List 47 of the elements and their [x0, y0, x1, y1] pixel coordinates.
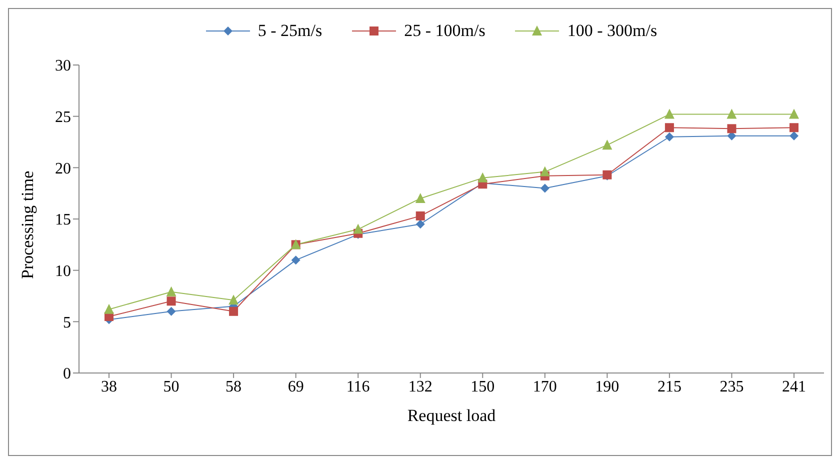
point — [104, 304, 114, 314]
point — [166, 296, 176, 306]
point — [478, 172, 488, 182]
point — [228, 294, 239, 305]
point — [166, 286, 176, 296]
x-tick-label: 69 — [288, 378, 304, 396]
point — [790, 123, 798, 132]
point — [664, 123, 674, 132]
legend-label: 5 - 25m/s — [256, 21, 322, 41]
y-tick-label: 5 — [63, 314, 71, 332]
x-tick-label: 235 — [720, 378, 744, 396]
point — [166, 306, 176, 316]
point — [540, 166, 550, 176]
point — [353, 224, 364, 234]
y-tick-label: 0 — [63, 366, 71, 383]
y-tick-label: 10 — [55, 263, 71, 280]
y-tick-label: 30 — [55, 58, 71, 75]
point — [291, 256, 300, 265]
x-tick-label: 215 — [657, 378, 682, 396]
x-axis-title: Request load — [407, 406, 496, 425]
point — [229, 306, 238, 316]
y-tick-label: 20 — [55, 160, 71, 178]
x-tick-label: 241 — [782, 378, 806, 396]
point — [540, 184, 550, 193]
point — [664, 132, 674, 142]
point — [664, 108, 674, 119]
x-tick-label: 190 — [595, 378, 620, 396]
point — [416, 211, 425, 220]
point — [416, 220, 425, 229]
point — [602, 140, 612, 150]
point — [789, 108, 799, 119]
x-tick-label: 132 — [408, 378, 432, 396]
point — [415, 192, 426, 203]
x-tick-label: 50 — [163, 378, 180, 396]
x-tick-label: 58 — [226, 378, 242, 396]
y-tick-label: 15 — [55, 212, 71, 229]
x-tick-label: 150 — [470, 378, 495, 396]
point — [790, 131, 798, 140]
y-tick-label: 25 — [55, 109, 71, 126]
legend-label: 100 - 300m/s — [566, 21, 658, 41]
legend-label: 25 - 100m/s — [403, 21, 486, 41]
y-axis-title: Processing time — [18, 170, 38, 279]
x-tick-label: 116 — [346, 378, 370, 396]
point — [727, 124, 736, 134]
x-tick-label: 170 — [532, 378, 557, 396]
x-tick-label: 38 — [101, 378, 117, 396]
point — [726, 108, 737, 119]
